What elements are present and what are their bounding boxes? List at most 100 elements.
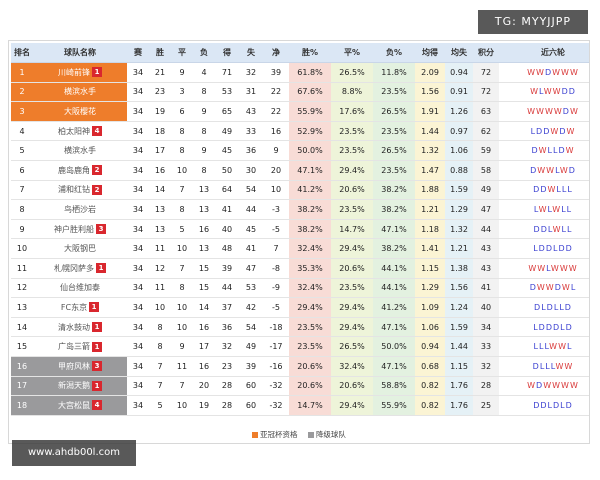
column-header[interactable]: 胜 bbox=[149, 43, 171, 63]
team-name[interactable]: 川崎前锋 bbox=[58, 67, 90, 77]
team-name[interactable]: 广岛三箭 bbox=[58, 342, 90, 352]
table-row[interactable]: 16 甲府风林 3 34 7 11 16 23 39 -16 20.6% 32.4% 47.1% 0.68… bbox=[11, 356, 589, 377]
goals-against-cell: 53 bbox=[239, 278, 263, 299]
table-row[interactable]: 18 大宫松鼠 4 34 5 10 19 28 60 -32 14.7% 29.4% 55.9% 0.82… bbox=[11, 395, 589, 416]
form-result: D bbox=[538, 322, 546, 332]
form-result: W bbox=[558, 342, 568, 352]
team-cell[interactable]: 大宫松鼠 4 bbox=[33, 395, 127, 416]
draw-pct-cell: 8.8% bbox=[331, 82, 373, 103]
table-row[interactable]: 2 横滨水手 34 23 3 8 53 31 22 67.6% 8.8% 23.5% 1.56 0.91 7… bbox=[11, 82, 589, 103]
team-cell[interactable]: 神户胜利船 3 bbox=[33, 219, 127, 240]
column-header[interactable]: 得 bbox=[215, 43, 239, 63]
draw-pct-cell: 20.6% bbox=[331, 180, 373, 201]
team-name[interactable]: 柏太阳神 bbox=[58, 126, 90, 136]
team-cell[interactable]: 广岛三箭 1 bbox=[33, 336, 127, 357]
team-cell[interactable]: 大阪樱花 bbox=[33, 101, 127, 122]
table-row[interactable]: 13 FC东京 1 34 10 10 14 37 42 -5 29.4% 29.4% 41.2% 1.09… bbox=[11, 297, 589, 318]
team-cell[interactable]: 新潟天鹅 1 bbox=[33, 376, 127, 397]
team-name[interactable]: 大阪樱花 bbox=[64, 106, 96, 116]
recent-form-cell: DWLLDW bbox=[499, 140, 589, 161]
wins-cell: 23 bbox=[149, 82, 171, 103]
legend-acl-label: 亚冠杯资格 bbox=[260, 430, 298, 439]
team-name[interactable]: 大宫松鼠 bbox=[58, 400, 90, 410]
team-cell[interactable]: 浦和红钻 2 bbox=[33, 180, 127, 201]
team-cell[interactable]: 横滨水手 bbox=[33, 140, 127, 161]
column-header[interactable]: 积分 bbox=[473, 43, 499, 63]
team-cell[interactable]: 仙台维加泰 bbox=[33, 278, 127, 299]
table-row[interactable]: 10 大阪钢巴 34 11 10 13 48 41 7 32.4% 29.4% 38.2% 1.41 1.… bbox=[11, 238, 589, 259]
table-row[interactable]: 3 大阪樱花 34 19 6 9 65 43 22 55.9% 17.6% 26.5% 1.91 1.26… bbox=[11, 101, 589, 122]
rank-cell: 18 bbox=[11, 395, 33, 416]
table-row[interactable]: 14 清水鼓动 1 34 8 10 16 36 54 -18 23.5% 29.4% 47.1% 1.06… bbox=[11, 317, 589, 338]
goal-diff-cell: -32 bbox=[263, 395, 289, 416]
team-name[interactable]: 甲府风林 bbox=[58, 361, 90, 371]
rank-cell: 10 bbox=[11, 238, 33, 259]
column-header[interactable]: 负 bbox=[193, 43, 215, 63]
table-row[interactable]: 8 鸟栖沙岩 34 13 8 13 41 44 -3 38.2% 23.5% 38.2% 1.21 1.2… bbox=[11, 199, 589, 220]
form-result: L bbox=[530, 126, 537, 136]
draws-cell: 8 bbox=[171, 278, 193, 299]
draws-cell: 7 bbox=[171, 258, 193, 279]
form-result: D bbox=[545, 322, 553, 332]
column-header[interactable]: 近六轮 bbox=[499, 43, 589, 63]
column-header[interactable]: 排名 bbox=[11, 43, 33, 63]
table-row[interactable]: 17 新潟天鹅 1 34 7 7 20 28 60 -32 20.6% 20.6% 58.8% 0.82 1… bbox=[11, 376, 589, 397]
column-header[interactable]: 胜% bbox=[289, 43, 331, 63]
team-cell[interactable]: 鹿岛鹿角 2 bbox=[33, 160, 127, 181]
team-name[interactable]: 浦和红钻 bbox=[58, 185, 90, 195]
losses-cell: 17 bbox=[193, 336, 215, 357]
team-cell[interactable]: 川崎前锋 1 bbox=[33, 62, 127, 83]
table-row[interactable]: 11 札幌冈萨多 1 34 12 7 15 39 47 -8 35.3% 20.6% 44.1% 1.15… bbox=[11, 258, 589, 279]
column-header[interactable]: 平% bbox=[331, 43, 373, 63]
team-name[interactable]: 大阪钢巴 bbox=[64, 244, 96, 254]
played-cell: 34 bbox=[127, 219, 149, 240]
goal-diff-cell: 39 bbox=[263, 62, 289, 83]
team-cell[interactable]: 札幌冈萨多 1 bbox=[33, 258, 127, 279]
loss-pct-cell: 38.2% bbox=[373, 199, 415, 220]
table-row[interactable]: 15 广岛三箭 1 34 8 9 17 32 49 -17 23.5% 26.5% 50.0% 0.94 1… bbox=[11, 336, 589, 357]
table-row[interactable]: 6 鹿岛鹿角 2 34 16 10 8 50 30 20 47.1% 29.4% 23.5% 1.47 0.… bbox=[11, 160, 589, 181]
team-cell[interactable]: 鸟栖沙岩 bbox=[33, 199, 127, 220]
team-cell[interactable]: 横滨水手 bbox=[33, 82, 127, 103]
wins-cell: 18 bbox=[149, 121, 171, 142]
table-row[interactable]: 9 神户胜利船 3 34 13 5 16 40 45 -5 38.2% 14.7% 47.1% 1.18 1… bbox=[11, 219, 589, 240]
team-cell[interactable]: 甲府风林 3 bbox=[33, 356, 127, 377]
table-row[interactable]: 1 川崎前锋 1 34 21 9 4 71 32 39 61.8% 26.5% 11.8% 2.09 0.9… bbox=[11, 62, 589, 83]
column-header[interactable]: 净 bbox=[263, 43, 289, 63]
column-header[interactable]: 失 bbox=[239, 43, 263, 63]
team-name[interactable]: 鹿岛鹿角 bbox=[58, 165, 90, 175]
column-header[interactable]: 均失 bbox=[445, 43, 473, 63]
loss-pct-cell: 47.1% bbox=[373, 356, 415, 377]
team-cell[interactable]: 清水鼓动 1 bbox=[33, 317, 127, 338]
table-row[interactable]: 7 浦和红钻 2 34 14 7 13 64 54 10 41.2% 20.6% 38.2% 1.88 1.… bbox=[11, 180, 589, 201]
form-sequence: WWLWWW bbox=[528, 264, 577, 273]
team-name[interactable]: 神户胜利船 bbox=[54, 224, 94, 234]
team-name[interactable]: 清水鼓动 bbox=[58, 322, 90, 332]
table-row[interactable]: 5 横滨水手 34 17 8 9 45 36 9 50.0% 23.5% 26.5% 1.32 1.06 5… bbox=[11, 140, 589, 161]
team-cell[interactable]: 大阪钢巴 bbox=[33, 238, 127, 259]
team-cell[interactable]: 柏太阳神 4 bbox=[33, 121, 127, 142]
goals-for-cell: 40 bbox=[215, 219, 239, 240]
column-header[interactable]: 平 bbox=[171, 43, 193, 63]
form-sequence: WDWWWW bbox=[527, 381, 579, 390]
team-name[interactable]: 仙台维加泰 bbox=[60, 283, 100, 293]
team-name[interactable]: FC东京 bbox=[60, 302, 88, 312]
wins-cell: 14 bbox=[149, 180, 171, 201]
losses-cell: 16 bbox=[193, 356, 215, 377]
table-row[interactable]: 12 仙台维加泰 34 11 8 15 44 53 -9 32.4% 23.5% 44.1% 1.29 1… bbox=[11, 278, 589, 299]
team-name[interactable]: 鸟栖沙岩 bbox=[64, 204, 96, 214]
team-name[interactable]: 新潟天鹅 bbox=[58, 381, 90, 391]
column-header[interactable]: 负% bbox=[373, 43, 415, 63]
team-name[interactable]: 横滨水手 bbox=[64, 146, 96, 156]
team-cell[interactable]: FC东京 1 bbox=[33, 297, 127, 318]
table-row[interactable]: 4 柏太阳神 4 34 18 8 8 49 33 16 52.9% 23.5% 23.5% 1.44 0.9… bbox=[11, 121, 589, 142]
column-header[interactable]: 均得 bbox=[415, 43, 445, 63]
avg-goals-against-cell: 1.15 bbox=[445, 356, 473, 377]
recent-form-cell: LDDLDD bbox=[499, 238, 589, 259]
column-header[interactable]: 球队名称 bbox=[33, 43, 127, 63]
team-name[interactable]: 札幌冈萨多 bbox=[54, 263, 94, 273]
team-name[interactable]: 横滨水手 bbox=[64, 87, 96, 97]
form-result: W bbox=[569, 67, 579, 77]
column-header[interactable]: 赛 bbox=[127, 43, 149, 63]
avg-goals-against-cell: 1.32 bbox=[445, 219, 473, 240]
